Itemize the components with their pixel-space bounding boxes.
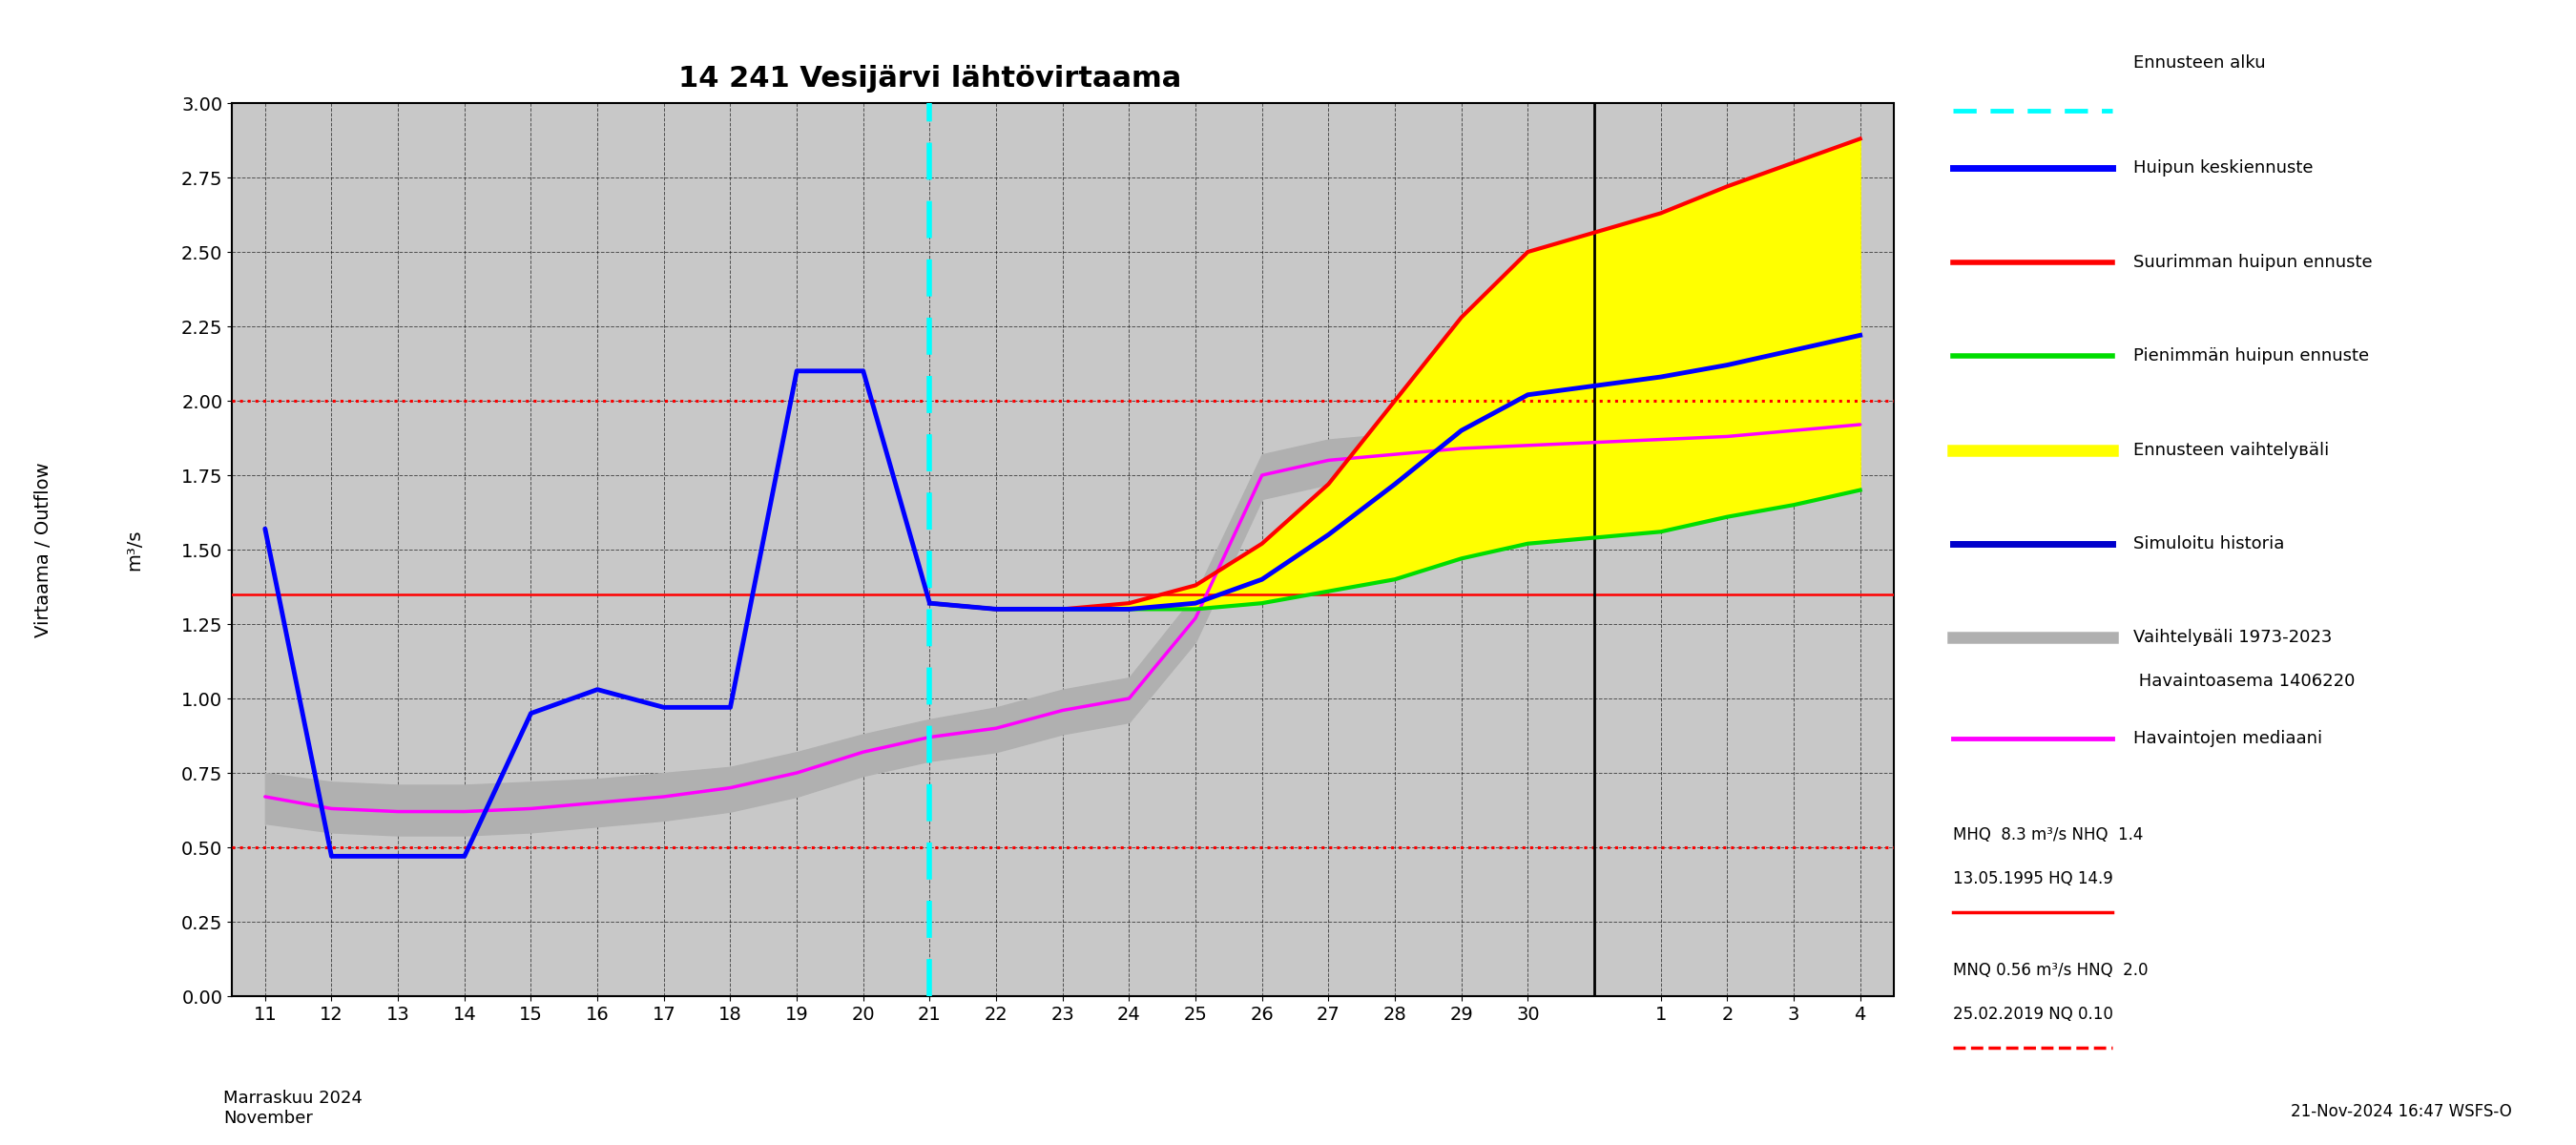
- Text: Ennusteen alku: Ennusteen alku: [2133, 54, 2264, 71]
- Text: Simuloitu historia: Simuloitu historia: [2133, 535, 2285, 552]
- Text: m³/s: m³/s: [124, 529, 144, 570]
- Text: Havaintojen mediaani: Havaintojen mediaani: [2133, 731, 2321, 747]
- Text: 25.02.2019 NQ 0.10: 25.02.2019 NQ 0.10: [1953, 1005, 2112, 1022]
- Text: Havaintoasema 1406220: Havaintoasema 1406220: [2133, 672, 2354, 689]
- Text: Marraskuu 2024
November: Marraskuu 2024 November: [224, 1090, 363, 1127]
- Text: Virtaama / Outflow: Virtaama / Outflow: [33, 461, 54, 638]
- Text: Vaihtelувäli 1973-2023: Vaihtelувäli 1973-2023: [2133, 629, 2331, 646]
- Text: MNQ 0.56 m³/s HNQ  2.0: MNQ 0.56 m³/s HNQ 2.0: [1953, 962, 2148, 979]
- Text: 13.05.1995 HQ 14.9: 13.05.1995 HQ 14.9: [1953, 870, 2112, 887]
- Text: MHQ  8.3 m³/s NHQ  1.4: MHQ 8.3 m³/s NHQ 1.4: [1953, 827, 2143, 844]
- Text: Suurimman huipun ennuste: Suurimman huipun ennuste: [2133, 254, 2372, 271]
- Title: 14 241 Vesijärvi lähtövirtaama: 14 241 Vesijärvi lähtövirtaama: [677, 65, 1182, 93]
- Text: 21-Nov-2024 16:47 WSFS-O: 21-Nov-2024 16:47 WSFS-O: [2290, 1103, 2512, 1120]
- Text: Ennusteen vaihtelувäli: Ennusteen vaihtelувäli: [2133, 441, 2329, 458]
- Text: Pienimmän huipun ennuste: Pienimmän huipun ennuste: [2133, 348, 2370, 364]
- Text: Huipun keskiennuste: Huipun keskiennuste: [2133, 160, 2313, 177]
